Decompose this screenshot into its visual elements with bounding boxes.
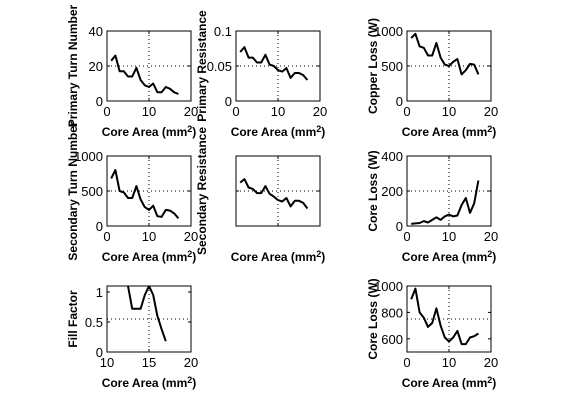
x-tick-label: 0 <box>103 229 110 244</box>
y-tick-label: 1000 <box>374 24 403 39</box>
x-tick-label: 20 <box>313 104 327 119</box>
x-tick-label: 0 <box>403 104 410 119</box>
x-axis-label: Core Area (mm2) <box>402 249 497 264</box>
y-axis-label: Primary Turn Number <box>66 4 80 127</box>
subplot-secondary-resistance: Core Area (mm2) Secondary Resistance <box>195 127 325 264</box>
y-tick-label: 0.5 <box>85 315 103 330</box>
y-tick-label: 500 <box>381 59 403 74</box>
y-tick-label: 0 <box>96 219 103 234</box>
subplot-secondary-turn-number: 0 10 20 0 500 1000 Core Area (mm2) Secondary Tu… <box>66 121 198 264</box>
x-tick-label: 20 <box>184 355 198 370</box>
subplot-core-loss-2: 0 10 20 600 800 1000 Core Area (mm2) Core Loss … <box>366 278 498 390</box>
y-axis-label: Copper Loss (W) <box>366 18 380 114</box>
x-axis-label: Core Area (mm2) <box>102 249 197 264</box>
x-axis-label: Core Area (mm2) <box>402 124 497 139</box>
series-line <box>239 46 309 81</box>
x-tick-label: 15 <box>142 355 156 370</box>
y-axis-label: Fill Factor <box>66 290 80 348</box>
x-axis-label: Core Area (mm2) <box>231 249 326 264</box>
subplot-fill-factor: 10 15 20 0 0.5 1 Core Area (mm2) Fill Factor <box>66 285 198 390</box>
x-tick-label: 10 <box>142 229 156 244</box>
y-tick-label: 0 <box>96 94 103 109</box>
x-tick-label: 10 <box>100 355 114 370</box>
y-tick-label: 500 <box>81 184 103 199</box>
x-axis-label: Core Area (mm2) <box>402 375 497 390</box>
y-tick-label: 400 <box>381 149 403 164</box>
y-tick-label: 0.1 <box>214 24 232 39</box>
series-line <box>410 287 479 346</box>
y-axis-label: Primary Resistance <box>195 10 209 122</box>
subplot-primary-resistance: 0 10 20 0 0.05 0.1 Core Area (mm2) Primary Resi… <box>195 10 327 139</box>
x-tick-label: 10 <box>442 104 456 119</box>
y-tick-label: 1 <box>96 285 103 300</box>
series-line <box>410 32 480 76</box>
x-tick-label: 20 <box>184 229 198 244</box>
x-tick-label: 10 <box>271 104 285 119</box>
y-tick-label: 1000 <box>74 149 103 164</box>
series-line <box>110 169 180 219</box>
y-tick-label: 0 <box>396 94 403 109</box>
x-tick-label: 20 <box>484 355 498 370</box>
y-tick-label: 0 <box>225 94 232 109</box>
x-tick-label: 20 <box>484 229 498 244</box>
y-tick-label: 40 <box>89 24 103 39</box>
y-tick-label: 0 <box>396 219 403 234</box>
y-axis-label: Secondary Turn Number <box>66 121 80 260</box>
y-tick-label: 200 <box>381 184 403 199</box>
x-tick-label: 0 <box>232 104 239 119</box>
y-tick-label: 600 <box>381 332 403 347</box>
series-line <box>110 54 179 95</box>
subplot-copper-loss: 0 10 20 0 500 1000 Core Area (mm2) Copper Loss … <box>366 18 498 139</box>
x-tick-label: 0 <box>103 104 110 119</box>
y-axis-label: Secondary Resistance <box>195 127 209 255</box>
series-line <box>411 180 480 225</box>
x-axis-label: Core Area (mm2) <box>102 375 197 390</box>
x-tick-label: 10 <box>442 229 456 244</box>
y-axis-label: Core Loss (W) <box>366 278 380 359</box>
x-tick-label: 0 <box>403 355 410 370</box>
y-tick-label: 0.05 <box>207 59 232 74</box>
x-tick-label: 10 <box>142 104 156 119</box>
series-line <box>239 178 309 210</box>
y-tick-label: 800 <box>381 305 403 320</box>
x-axis-label: Core Area (mm2) <box>231 124 326 139</box>
series-line <box>126 286 167 342</box>
x-tick-label: 10 <box>442 355 456 370</box>
y-tick-label: 20 <box>89 59 103 74</box>
x-tick-label: 0 <box>403 229 410 244</box>
y-tick-label: 1000 <box>374 279 403 294</box>
x-axis-label: Core Area (mm2) <box>102 124 197 139</box>
x-tick-label: 20 <box>484 104 498 119</box>
y-axis-label: Core Loss (W) <box>366 150 380 231</box>
y-tick-label: 0 <box>96 345 103 360</box>
x-tick-label: 20 <box>184 104 198 119</box>
subplot-primary-turn-number: 0 10 20 0 20 40 Core Area (mm2) Primary Turn Nu… <box>66 4 198 139</box>
